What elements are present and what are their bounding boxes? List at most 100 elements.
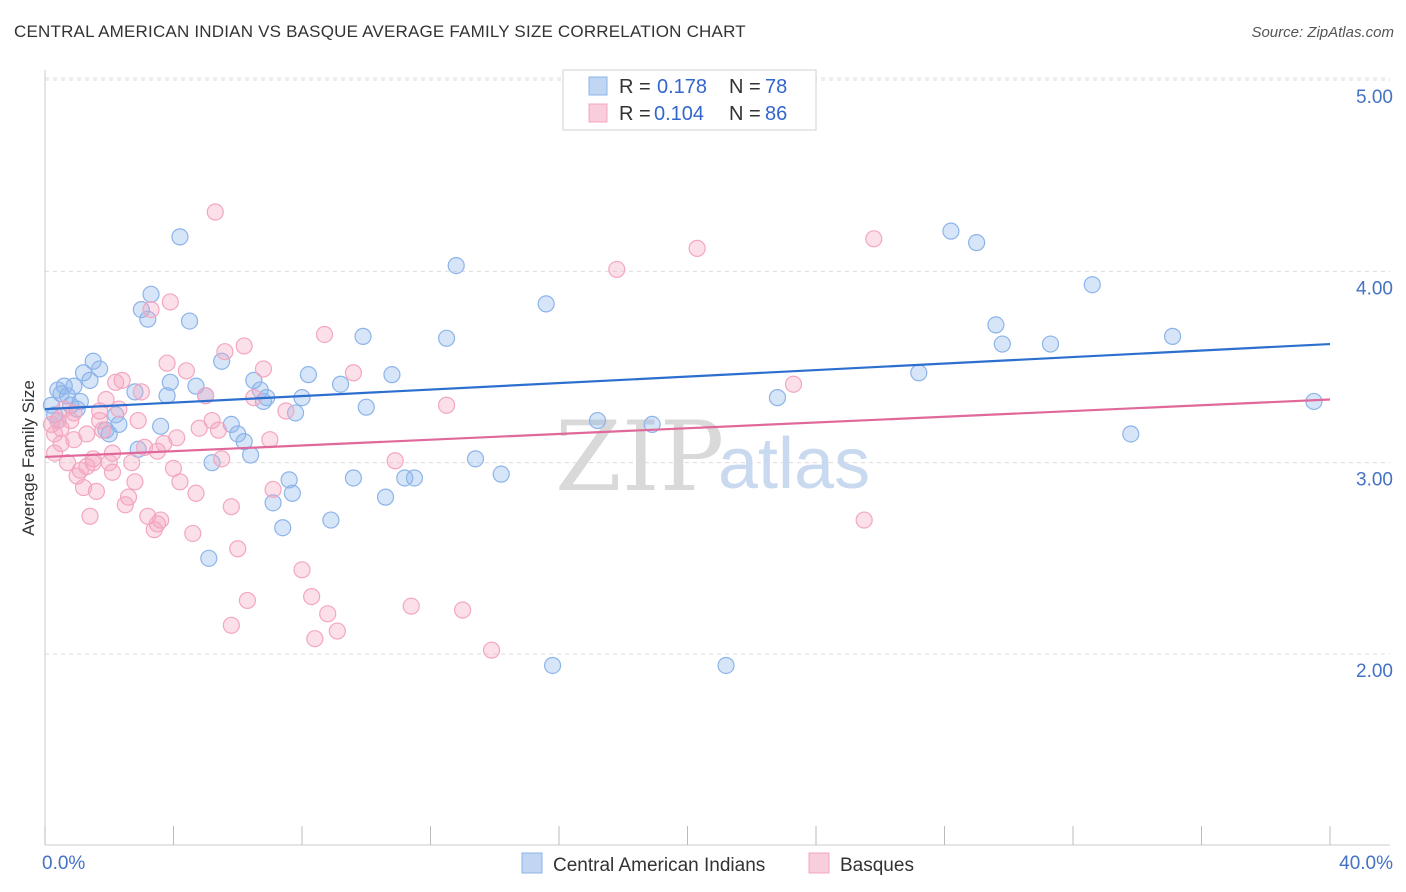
point-basques-72 [482, 641, 501, 659]
point-central-american-indians-44 [322, 511, 340, 529]
point-basques-31 [132, 383, 150, 401]
point-basques-48 [203, 411, 221, 430]
point-central-american-indians-64 [942, 222, 960, 240]
point-central-american-indians-4 [55, 377, 73, 395]
point-central-american-indians-66 [987, 316, 1005, 334]
point-basques-23 [107, 373, 125, 391]
point-basques-62 [303, 587, 321, 606]
series-legend-label-1: Central American Indians [553, 855, 765, 876]
point-basques-84 [213, 450, 231, 468]
point-basques-27 [119, 488, 138, 506]
point-basques-76 [855, 511, 873, 529]
legend-r-value-2: 0.104 [654, 103, 704, 125]
point-basques-50 [209, 421, 228, 439]
point-basques-14 [81, 507, 99, 525]
point-central-american-indians-57 [537, 295, 555, 313]
point-central-american-indians-51 [396, 469, 414, 487]
data-points [42, 203, 1323, 675]
series-legend-swatch-blue [521, 852, 543, 874]
point-basques-11 [74, 478, 93, 497]
point-central-american-indians-52 [405, 469, 424, 487]
point-basques-60 [277, 402, 295, 420]
point-central-american-indians-23 [171, 228, 189, 246]
point-basques-63 [306, 630, 324, 648]
x-tick-label-min: 0.0% [42, 853, 85, 874]
point-central-american-indians-17 [132, 301, 150, 319]
point-basques-53 [222, 616, 240, 634]
point-basques-16 [87, 482, 106, 500]
point-basques-67 [344, 364, 362, 382]
y-axis-title: Average Family Size [19, 380, 38, 536]
legend-n-value-1: 78 [765, 76, 787, 98]
point-basques-30 [129, 411, 147, 430]
legend-r-label-2: R = [619, 103, 651, 125]
point-central-american-indians-59 [588, 411, 607, 430]
legend-swatch-pink [588, 103, 608, 123]
point-central-american-indians-43 [299, 366, 318, 384]
point-basques-34 [142, 301, 160, 319]
point-basques-51 [216, 343, 234, 361]
point-basques-1 [46, 425, 64, 443]
point-central-american-indians-70 [1122, 425, 1140, 443]
series-legend-label-2: Basques [840, 855, 914, 876]
point-basques-58 [254, 360, 273, 378]
point-central-american-indians-33 [242, 446, 260, 464]
point-basques-6 [58, 454, 77, 472]
point-central-american-indians-45 [331, 375, 350, 393]
y-tick-label-1: 3.00 [1356, 470, 1393, 491]
x-tick-label-max: 40.0% [1339, 853, 1393, 874]
chart-source: Source: ZipAtlas.com [1251, 24, 1394, 41]
point-basques-66 [328, 622, 346, 640]
point-central-american-indians-24 [180, 312, 199, 330]
point-basques-55 [235, 337, 253, 355]
point-central-american-indians-69 [1083, 276, 1101, 294]
point-basques-78 [52, 419, 70, 437]
point-basques-64 [315, 325, 334, 344]
point-basques-77 [865, 230, 883, 248]
point-basques-46 [190, 419, 208, 437]
point-central-american-indians-50 [383, 366, 401, 384]
point-basques-13 [78, 425, 96, 443]
point-central-american-indians-46 [344, 469, 362, 487]
correlation-legend: R = 0.178 N = 78 R = 0.104 N = 86 [562, 69, 817, 131]
point-central-american-indians-68 [1041, 335, 1060, 353]
point-basques-71 [454, 601, 472, 619]
point-basques-68 [386, 452, 404, 470]
point-central-american-indians-55 [466, 450, 485, 468]
point-basques-80 [84, 450, 102, 468]
point-basques-75 [784, 375, 803, 393]
point-basques-28 [123, 454, 141, 472]
gridlines [45, 77, 1390, 655]
point-basques-83 [171, 473, 189, 491]
series-legend: Central American Indians Basques [521, 852, 914, 876]
point-basques-24 [110, 400, 128, 418]
point-central-american-indians-62 [768, 389, 787, 407]
point-basques-18 [91, 411, 109, 430]
point-basques-25 [113, 371, 131, 389]
point-basques-20 [97, 390, 115, 409]
point-central-american-indians-42 [293, 389, 311, 407]
y-tick-label-0: 2.00 [1356, 661, 1393, 682]
point-central-american-indians-9 [81, 371, 99, 389]
point-central-american-indians-67 [993, 335, 1011, 353]
point-central-american-indians-76 [110, 415, 128, 433]
point-basques-43 [177, 362, 195, 380]
point-central-american-indians-39 [280, 471, 298, 489]
point-basques-70 [437, 396, 456, 414]
point-basques-52 [222, 498, 240, 516]
point-central-american-indians-19 [139, 310, 157, 328]
point-basques-39 [158, 354, 176, 372]
watermark: ZIP atlas [555, 401, 870, 513]
point-central-american-indians-11 [91, 360, 109, 378]
chart-title: CENTRAL AMERICAN INDIAN VS BASQUE AVERAG… [14, 22, 746, 41]
point-central-american-indians-54 [447, 256, 465, 275]
watermark-zip: ZIP [555, 401, 724, 513]
point-basques-73 [608, 260, 626, 279]
point-central-american-indians-48 [357, 398, 375, 416]
point-central-american-indians-29 [213, 352, 231, 370]
point-basques-37 [152, 511, 170, 529]
legend-n-value-2: 86 [765, 103, 787, 125]
point-basques-61 [293, 561, 311, 579]
y-tick-labels: 2.00 3.00 4.00 5.00 [1356, 87, 1393, 682]
